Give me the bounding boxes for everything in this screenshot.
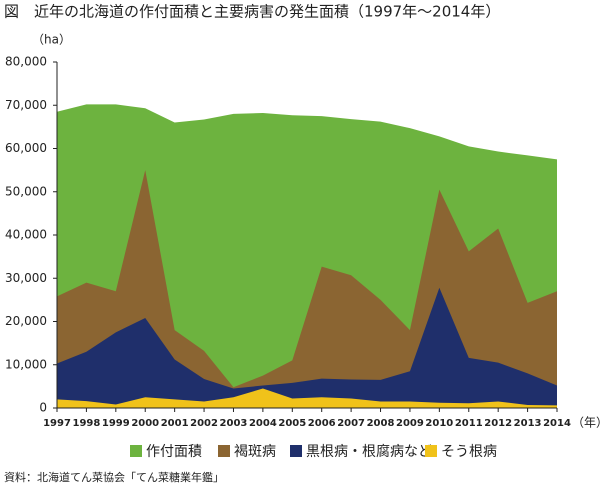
x-tick-label: 2004 [249,418,277,429]
source: 資料：北海道てん菜協会「てん菜糖業年鑑」 [4,470,224,484]
x-tick-label: 2010 [425,418,453,429]
x-axis-label: （年） [572,416,608,430]
area [57,287,557,408]
x-tick-label: 2008 [367,418,395,429]
y-tick-label: 80,000 [5,55,47,69]
x-tick-label: 2006 [308,418,336,429]
x-tick-label: 2013 [514,418,542,429]
y-tick-label: 40,000 [5,228,47,242]
legend-swatch [425,445,437,457]
x-tick-label: 2002 [190,418,218,429]
y-tick-label: 60,000 [5,141,47,155]
x-tick-label: 2009 [396,418,424,429]
x-tick-label: 2000 [131,418,159,429]
legend-label: 黒根病・根腐病など [306,443,432,460]
legend-swatch [218,445,230,457]
x-tick-label: 2001 [161,418,189,429]
legend-label: そう根病 [441,444,497,460]
x-tick-label: 1997 [43,418,71,429]
x-tick-label: 2014 [543,418,571,429]
legend-swatch [290,445,302,457]
legend-label: 作付面積 [146,444,202,460]
x-tick-label: 1998 [72,418,100,429]
legend-swatch [130,445,142,457]
y-tick-label: 50,000 [5,184,47,198]
x-tick-label: 2011 [455,418,483,429]
y-axis-label: （ha） [32,33,71,47]
x-tick-label: 2003 [220,418,248,429]
y-tick-label: 0 [39,401,47,415]
y-tick-label: 70,000 [5,98,47,112]
y-tick-label: 10,000 [5,357,47,371]
x-tick-label: 2012 [484,418,512,429]
legend-label: 褐斑病 [234,444,276,460]
x-tick-label: 1999 [102,418,130,429]
y-tick-label: 30,000 [5,271,47,285]
x-tick-label: 2005 [278,418,306,429]
x-tick-label: 2007 [337,418,365,429]
chart-title: 図 近年の北海道の作付面積と主要病害の発生面積（1997年～2014年） [4,3,500,21]
area [57,388,557,408]
y-tick-label: 20,000 [5,314,47,328]
